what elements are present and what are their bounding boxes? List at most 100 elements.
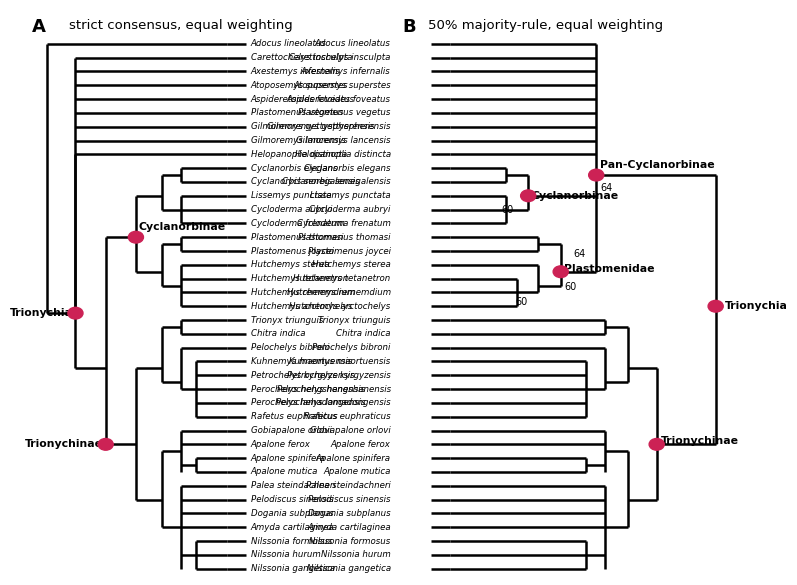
Text: Gobiapalone orlovi: Gobiapalone orlovi [310,426,391,435]
Text: Petrochelys kyrgyzensis: Petrochelys kyrgyzensis [251,371,355,380]
Text: Carettochelys insculpta: Carettochelys insculpta [289,53,391,62]
Text: Hutchemys sterea: Hutchemys sterea [251,260,329,269]
Circle shape [708,301,723,312]
Text: Apalone mutica: Apalone mutica [324,467,391,476]
Text: Pelodiscus sinensis: Pelodiscus sinensis [308,495,391,504]
Text: Gilmoremys gettyspherensis: Gilmoremys gettyspherensis [267,122,391,131]
Circle shape [98,439,113,450]
Text: Apalone spinifera: Apalone spinifera [316,453,391,463]
Text: Nilssonia formosus: Nilssonia formosus [309,536,391,545]
Circle shape [589,169,604,181]
Text: Helopanoplia distincta: Helopanoplia distincta [295,150,391,159]
Text: Hutchemys tetanetron: Hutchemys tetanetron [293,274,391,283]
Text: Hutchemys sterea: Hutchemys sterea [312,260,391,269]
Text: A: A [32,18,45,36]
Text: Adocus lineolatus: Adocus lineolatus [315,39,391,49]
Text: Amyda cartilaginea: Amyda cartilaginea [251,522,335,532]
Circle shape [128,231,143,243]
Circle shape [68,307,83,319]
Text: Lissemys punctata: Lissemys punctata [310,191,391,200]
Text: 64: 64 [574,249,586,259]
Text: 60: 60 [516,297,528,307]
Text: Cycloderma frenatum: Cycloderma frenatum [296,219,391,228]
Text: Gilmoremys gettyspherensis: Gilmoremys gettyspherensis [251,122,375,131]
Text: Rafetus euphraticus: Rafetus euphraticus [304,412,391,421]
Text: Apalone ferox: Apalone ferox [251,440,311,449]
Text: Apalone ferox: Apalone ferox [331,440,391,449]
Text: Perochelys lamadongensis: Perochelys lamadongensis [276,398,391,407]
Circle shape [553,266,568,277]
Text: Cyclanorbis senegalensis: Cyclanorbis senegalensis [251,177,359,187]
Text: Chitra indica: Chitra indica [251,329,305,338]
Text: Nilssonia gangetica: Nilssonia gangetica [307,564,391,573]
Text: Pan-Cyclanorbinae: Pan-Cyclanorbinae [600,160,715,170]
Text: Nilssonia gangetica: Nilssonia gangetica [251,564,335,573]
Text: strict consensus, equal weighting: strict consensus, equal weighting [69,19,293,32]
Text: Pelodiscus sinensis: Pelodiscus sinensis [251,495,333,504]
Text: Chitra indica: Chitra indica [336,329,391,338]
Text: Apalone spinifera: Apalone spinifera [251,453,326,463]
Text: Gobiapalone orlovi: Gobiapalone orlovi [251,426,332,435]
Text: 60: 60 [564,282,577,292]
Text: Trionychinae: Trionychinae [25,439,103,449]
Text: Dogania subplanus: Dogania subplanus [308,509,391,518]
Text: Trionychinae: Trionychinae [661,436,739,446]
Text: Cyclanorbis elegans: Cyclanorbis elegans [251,164,337,173]
Text: 60: 60 [502,205,514,215]
Text: Trionychia: Trionychia [10,308,73,318]
Text: Cycloderma aubryi: Cycloderma aubryi [251,205,332,214]
Text: Axestemys infernalis: Axestemys infernalis [301,67,391,76]
Text: Nilssonia formosus: Nilssonia formosus [251,536,332,545]
Text: Plastomenus joycei: Plastomenus joycei [308,246,391,256]
Text: Trionyx triunguis: Trionyx triunguis [318,315,391,325]
Text: Hutchemys arctochelys: Hutchemys arctochelys [289,302,391,311]
Text: Cycloderma aubryi: Cycloderma aubryi [309,205,391,214]
Text: Plastomenus thomasi: Plastomenus thomasi [251,233,344,242]
Text: Axestemys infernalis: Axestemys infernalis [251,67,340,76]
Text: 64: 64 [600,183,612,192]
Text: B: B [402,18,415,36]
Text: Nilssonia hurum: Nilssonia hurum [321,550,391,559]
Text: Perochelys hengshanensis: Perochelys hengshanensis [251,384,365,394]
Text: Aspideretoides foveatus: Aspideretoides foveatus [287,95,391,104]
Text: Gilmoremys lancensis: Gilmoremys lancensis [251,136,345,145]
Text: Nilssonia hurum: Nilssonia hurum [251,550,320,559]
Text: Atoposemys superstes: Atoposemys superstes [251,81,348,90]
Text: Kuhnemys maortuensis: Kuhnemys maortuensis [251,357,352,366]
Text: Amyda cartilaginea: Amyda cartilaginea [307,522,391,532]
Text: Perochelys lamadongensis: Perochelys lamadongensis [251,398,365,407]
Text: Rafetus euphraticus: Rafetus euphraticus [251,412,337,421]
Text: Hutchemys rememdium: Hutchemys rememdium [251,288,355,297]
Text: Hutchemys rememdium: Hutchemys rememdium [286,288,391,297]
Text: Atoposemys superstes: Atoposemys superstes [293,81,391,90]
Text: Lissemys punctata: Lissemys punctata [251,191,332,200]
Text: Gilmoremys lancensis: Gilmoremys lancensis [296,136,391,145]
Text: Helopanoplia distincta: Helopanoplia distincta [251,150,347,159]
Text: Kuhnemys maortuensis: Kuhnemys maortuensis [289,357,391,366]
Text: Palea steindachneri: Palea steindachneri [306,481,391,490]
Text: Cyclanorbis senegalensis: Cyclanorbis senegalensis [282,177,391,187]
Text: Cyclanorbinae: Cyclanorbinae [532,191,619,201]
Text: Trionychia: Trionychia [724,301,787,311]
Text: Hutchemys arctochelys: Hutchemys arctochelys [251,302,352,311]
Text: Plastomenidae: Plastomenidae [564,264,655,274]
Text: Palea steindachneri: Palea steindachneri [251,481,336,490]
Text: Carettochelys insculpta: Carettochelys insculpta [251,53,352,62]
Text: Plastomenus vegetus: Plastomenus vegetus [251,108,344,118]
Text: Plastomenus joycei: Plastomenus joycei [251,246,334,256]
Text: Trionyx triunguis: Trionyx triunguis [251,315,323,325]
Text: Aspideretoides foveatus: Aspideretoides foveatus [251,95,355,104]
Circle shape [649,439,664,450]
Text: Cyclanorbis elegans: Cyclanorbis elegans [304,164,391,173]
Text: Pelochelys bibroni: Pelochelys bibroni [312,343,391,352]
Text: Plastomenus thomasi: Plastomenus thomasi [298,233,391,242]
Text: Dogania subplanus: Dogania subplanus [251,509,333,518]
Text: 50% majority-rule, equal weighting: 50% majority-rule, equal weighting [429,19,664,32]
Text: Apalone mutica: Apalone mutica [251,467,318,476]
Text: Perochelys hengshanensis: Perochelys hengshanensis [277,384,391,394]
Text: Petrochelys kyrgyzensis: Petrochelys kyrgyzensis [287,371,391,380]
Text: Plastomenus vegetus: Plastomenus vegetus [298,108,391,118]
Text: Pelochelys bibroni: Pelochelys bibroni [251,343,329,352]
Circle shape [520,190,536,202]
Text: Hutchemys tetanetron: Hutchemys tetanetron [251,274,348,283]
